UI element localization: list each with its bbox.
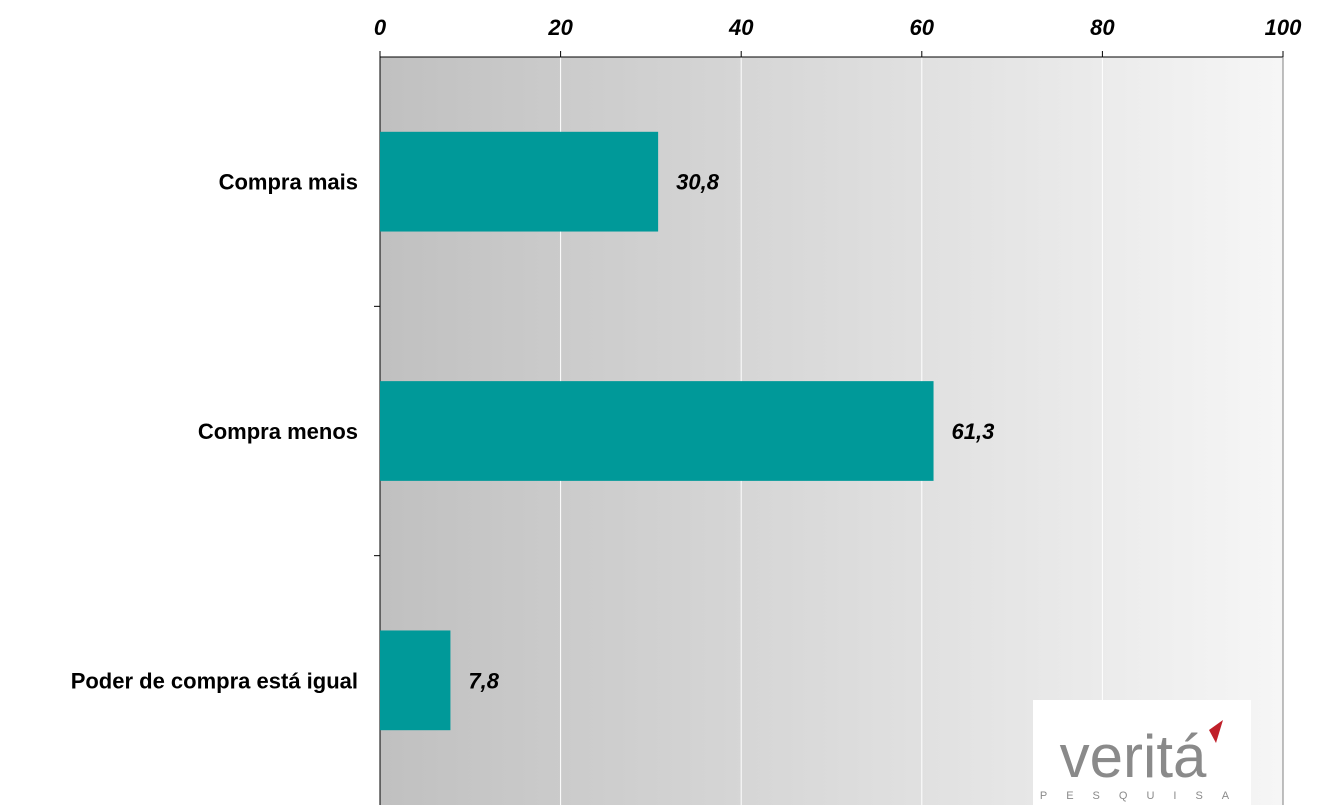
category-label: Compra menos [198, 419, 358, 444]
logo-accent-mark [1209, 720, 1223, 743]
bars [380, 131, 934, 731]
x-tick-label-40: 40 [728, 15, 754, 40]
category-label: Compra mais [219, 170, 358, 195]
category-label: Poder de compra está igual [71, 668, 358, 693]
x-tick-label-20: 20 [547, 15, 573, 40]
bar [380, 630, 451, 731]
logo-wordmark: veritá [1060, 723, 1207, 790]
labels: 0 20 40 60 80 100 Compra mais 30,8 Compra menos 6… [71, 15, 1302, 693]
data-label: 7,8 [468, 668, 499, 693]
bar [380, 381, 934, 481]
data-label: 61,3 [952, 419, 995, 444]
data-label: 30,8 [676, 170, 720, 195]
x-tick-label-60: 60 [910, 15, 935, 40]
x-tick-label-0: 0 [374, 15, 387, 40]
x-tick-label-80: 80 [1090, 15, 1115, 40]
x-tick-label-100: 100 [1265, 15, 1302, 40]
logo-background [1033, 700, 1251, 805]
logo-subtitle: PESQUISA [1040, 790, 1248, 802]
verita-logo: veritá PESQUISA [1033, 700, 1251, 805]
bar [380, 131, 659, 232]
